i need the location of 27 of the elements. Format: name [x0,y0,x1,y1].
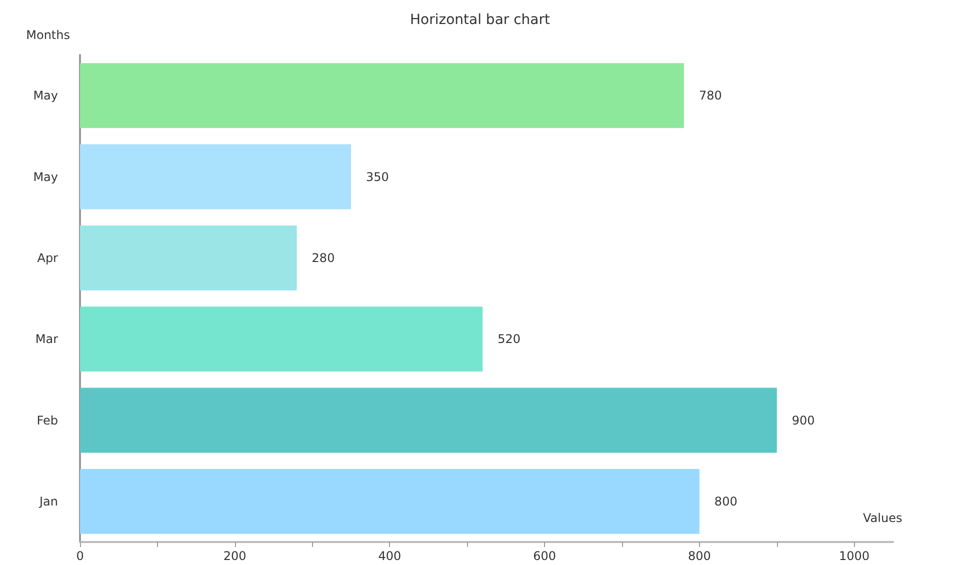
y-axis-title: Months [26,28,70,42]
x-tick-label: 0 [76,549,84,563]
bar [80,388,777,453]
y-tick-label: Jan [38,494,58,508]
chart-title: Horizontal bar chart [410,12,551,28]
x-tick-label: 600 [533,549,556,563]
data-label: 900 [792,413,815,428]
data-label: 520 [498,332,521,346]
y-tick-label: Feb [36,413,58,428]
bar [80,468,700,534]
x-tick-label: 1000 [839,549,870,563]
x-tick-label: 800 [688,549,711,563]
data-label: 350 [366,170,389,184]
data-label: 780 [698,88,722,103]
bar [80,225,297,290]
bar [80,63,684,128]
data-label: 800 [714,494,738,508]
data-label: 280 [312,250,335,265]
bar [80,306,483,372]
x-tick-label: 200 [223,549,246,563]
y-tick-label: Mar [35,332,58,346]
y-tick-label: May [33,170,58,184]
x-tick-label: 400 [378,549,402,563]
x-axis-title: Values [863,511,902,525]
y-tick-label: May [33,88,58,103]
bar [80,144,351,210]
y-tick-label: Apr [37,250,58,265]
